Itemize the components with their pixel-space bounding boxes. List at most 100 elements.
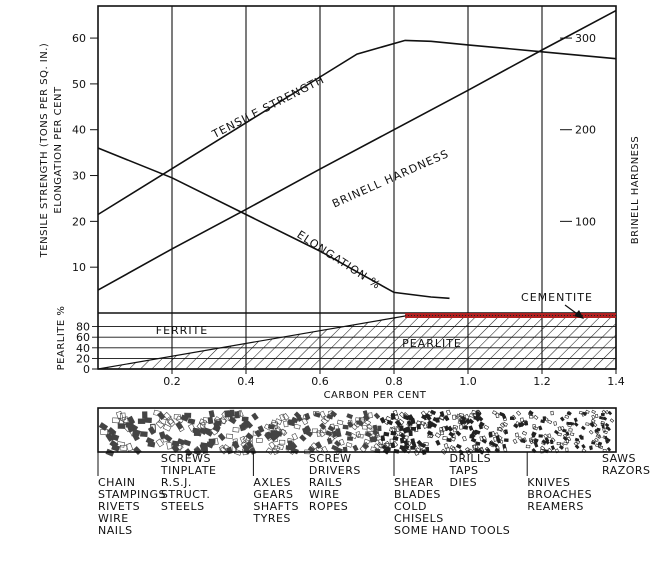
grain (226, 433, 234, 439)
grain (112, 417, 120, 424)
grain (361, 425, 368, 430)
grain (573, 417, 578, 423)
grain (180, 414, 189, 422)
grain (439, 411, 445, 417)
grain (550, 445, 556, 451)
grain (212, 424, 221, 433)
grain (609, 418, 615, 423)
x-tick-label: 0.4 (237, 375, 255, 388)
grain (285, 445, 293, 451)
grain (430, 422, 438, 428)
grain (313, 410, 320, 416)
grain (355, 417, 362, 423)
grain (264, 432, 272, 440)
grain (465, 418, 471, 425)
grain (109, 432, 116, 441)
grain (335, 428, 341, 435)
grain (574, 444, 580, 450)
grain (470, 437, 477, 443)
grain (461, 418, 468, 425)
grain (604, 422, 610, 428)
grain (605, 426, 610, 430)
grain (553, 421, 558, 426)
grain (580, 435, 584, 440)
grain (218, 418, 227, 425)
series-line-brinell-hardness (97, 9, 617, 291)
right-axis-title: BRINELL HARDNESS (630, 136, 641, 244)
grain (600, 422, 605, 426)
grain (435, 439, 441, 446)
grain (336, 419, 344, 426)
grain (403, 444, 410, 451)
grain (390, 431, 397, 436)
grain (140, 431, 148, 437)
use-label: SOME HAND TOOLS (394, 524, 510, 537)
grain (362, 414, 370, 422)
use-label: DRILLS (450, 452, 492, 465)
use-label: AXLES (253, 476, 291, 489)
grain (150, 424, 156, 432)
grain (528, 411, 534, 416)
grain (455, 430, 462, 437)
grain (380, 435, 386, 442)
grain (325, 430, 333, 437)
grain (304, 429, 313, 437)
use-label: CHISELS (394, 512, 444, 525)
grain (293, 423, 301, 430)
left-tick-label: 10 (72, 261, 86, 274)
grain (442, 436, 448, 441)
grain (158, 431, 167, 440)
grain (605, 409, 610, 415)
grain (425, 446, 430, 453)
grain (193, 430, 201, 436)
grain (166, 418, 176, 428)
grain (459, 424, 463, 430)
grain (119, 444, 128, 451)
grain (391, 440, 399, 448)
use-label: SHEAR (394, 476, 434, 489)
grain (580, 425, 586, 431)
grain (478, 424, 484, 430)
grain (558, 444, 564, 450)
x-tick-label: 0.8 (385, 375, 403, 388)
grain (502, 443, 507, 449)
grain (283, 420, 289, 428)
use-label: SHAFTS (253, 500, 299, 513)
grain (520, 438, 525, 443)
grain (495, 412, 500, 418)
grain (245, 420, 254, 429)
grain (274, 418, 283, 425)
grain (267, 423, 276, 430)
grain (187, 418, 196, 425)
grain (166, 416, 175, 425)
grain (323, 415, 331, 422)
grain (291, 432, 299, 441)
grain (488, 431, 493, 437)
series-label-elongation: ELONGATION % (294, 228, 383, 292)
right-tick-label: 300 (575, 32, 596, 45)
grain (573, 421, 579, 427)
grain (589, 422, 595, 427)
grain (372, 435, 378, 443)
grain (111, 444, 121, 452)
grain (468, 425, 474, 431)
grain (210, 427, 219, 436)
use-label: RIVETS (98, 500, 140, 513)
grain (122, 416, 129, 425)
grain (345, 430, 352, 437)
grid-lines (90, 6, 617, 374)
grain (606, 437, 611, 443)
grain (565, 447, 569, 452)
use-label: R.S.J. (161, 476, 192, 489)
grain (455, 413, 462, 419)
grain (566, 410, 572, 416)
grain (562, 428, 567, 433)
region-label-cementite: CEMENTITE (521, 291, 593, 304)
grain (550, 437, 556, 443)
grain (240, 441, 249, 449)
grain (565, 431, 570, 436)
use-label: REAMERS (527, 500, 584, 513)
grain (402, 412, 410, 419)
grain (525, 444, 531, 449)
grain (208, 410, 215, 418)
